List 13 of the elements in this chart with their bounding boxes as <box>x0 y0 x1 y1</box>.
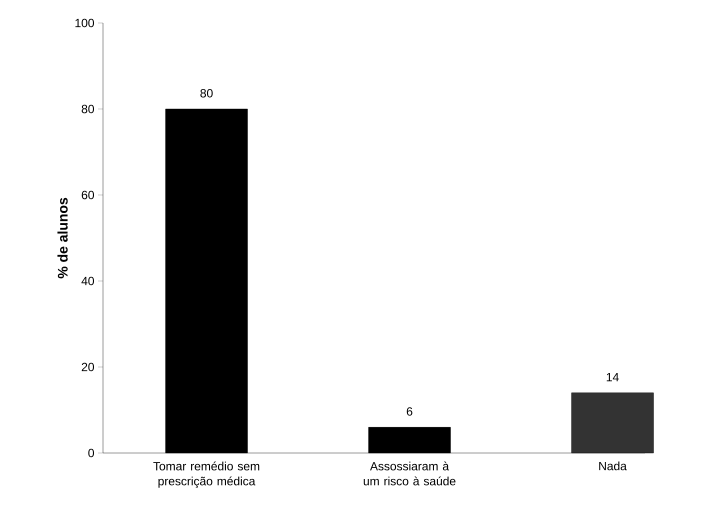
data-label: 6 <box>406 407 412 416</box>
y-tick-label: 80 <box>82 104 94 114</box>
y-tick-label: 40 <box>81 276 94 286</box>
data-label: 14 <box>606 373 619 382</box>
y-tick-label: 20 <box>82 362 94 372</box>
y-tick-label: 60 <box>82 190 94 200</box>
x-tick-label: Tomar remédio sem prescrição médica <box>153 462 260 488</box>
y-axis-title: % de alunos <box>57 198 68 278</box>
y-tick-label: 0 <box>88 448 94 458</box>
y-tick-label: 100 <box>75 18 94 28</box>
x-tick-label: Assossiaram à um risco à saúde <box>364 462 456 486</box>
x-tick-label: Nada <box>599 462 627 470</box>
data-label: 80 <box>200 89 213 98</box>
